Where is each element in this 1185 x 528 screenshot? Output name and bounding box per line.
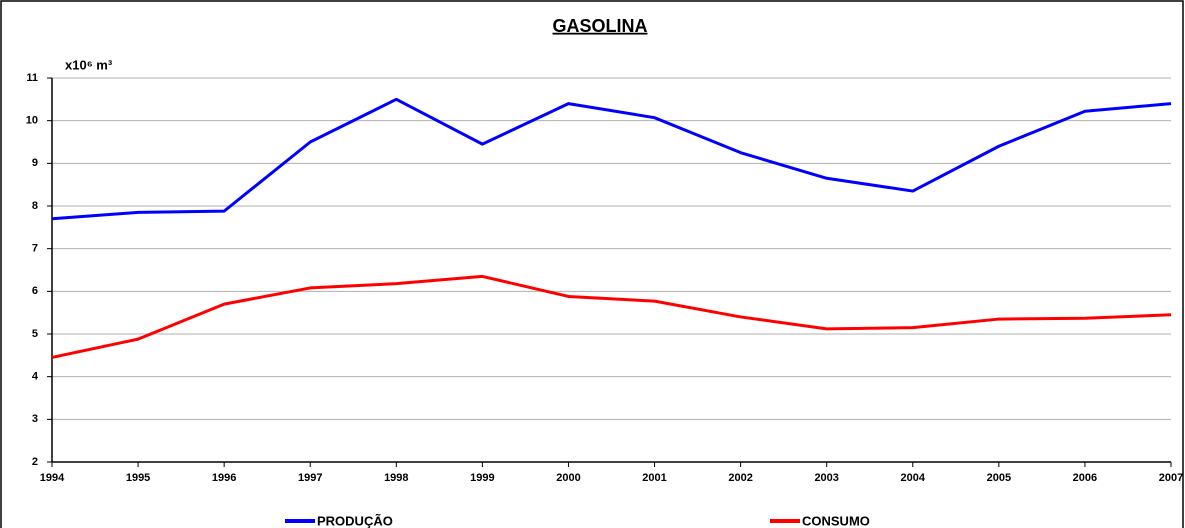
y-tick-label: 10 [26,115,38,127]
y-tick-label: 6 [32,285,38,297]
y-tick-label: 3 [32,413,38,425]
x-tick-label: 2000 [556,472,580,484]
x-tick-label: 1998 [384,472,408,484]
x-tick-label: 2002 [728,472,752,484]
x-tick-label: 1994 [40,472,65,484]
x-tick-label: 2003 [814,472,838,484]
y-tick-label: 8 [32,200,38,212]
x-tick-label: 1996 [212,472,236,484]
x-tick-label: 2005 [987,472,1011,484]
data-line [51,97,1172,221]
data-line [51,274,1172,359]
y-axis-label: x10⁶ m³ [65,57,113,72]
x-tick-label: 2007 [1159,472,1183,484]
y-tick-label: 2 [32,456,38,468]
x-tick-label: 1997 [298,472,322,484]
y-tick-label: 9 [32,157,38,169]
y-tick-label: 4 [32,371,39,383]
legend-label: PRODUÇÃO [317,513,393,528]
y-tick-label: 7 [32,243,38,255]
y-tick-label: 5 [32,328,38,340]
x-tick-label: 2001 [642,472,666,484]
x-tick-label: 1999 [470,472,494,484]
x-tick-label: 2006 [1073,472,1097,484]
x-tick-label: 2004 [901,472,926,484]
y-tick-label: 11 [26,72,38,84]
legend-label: CONSUMO [802,513,870,528]
chart-title: GASOLINA [552,16,647,36]
x-tick-label: 1995 [126,472,150,484]
